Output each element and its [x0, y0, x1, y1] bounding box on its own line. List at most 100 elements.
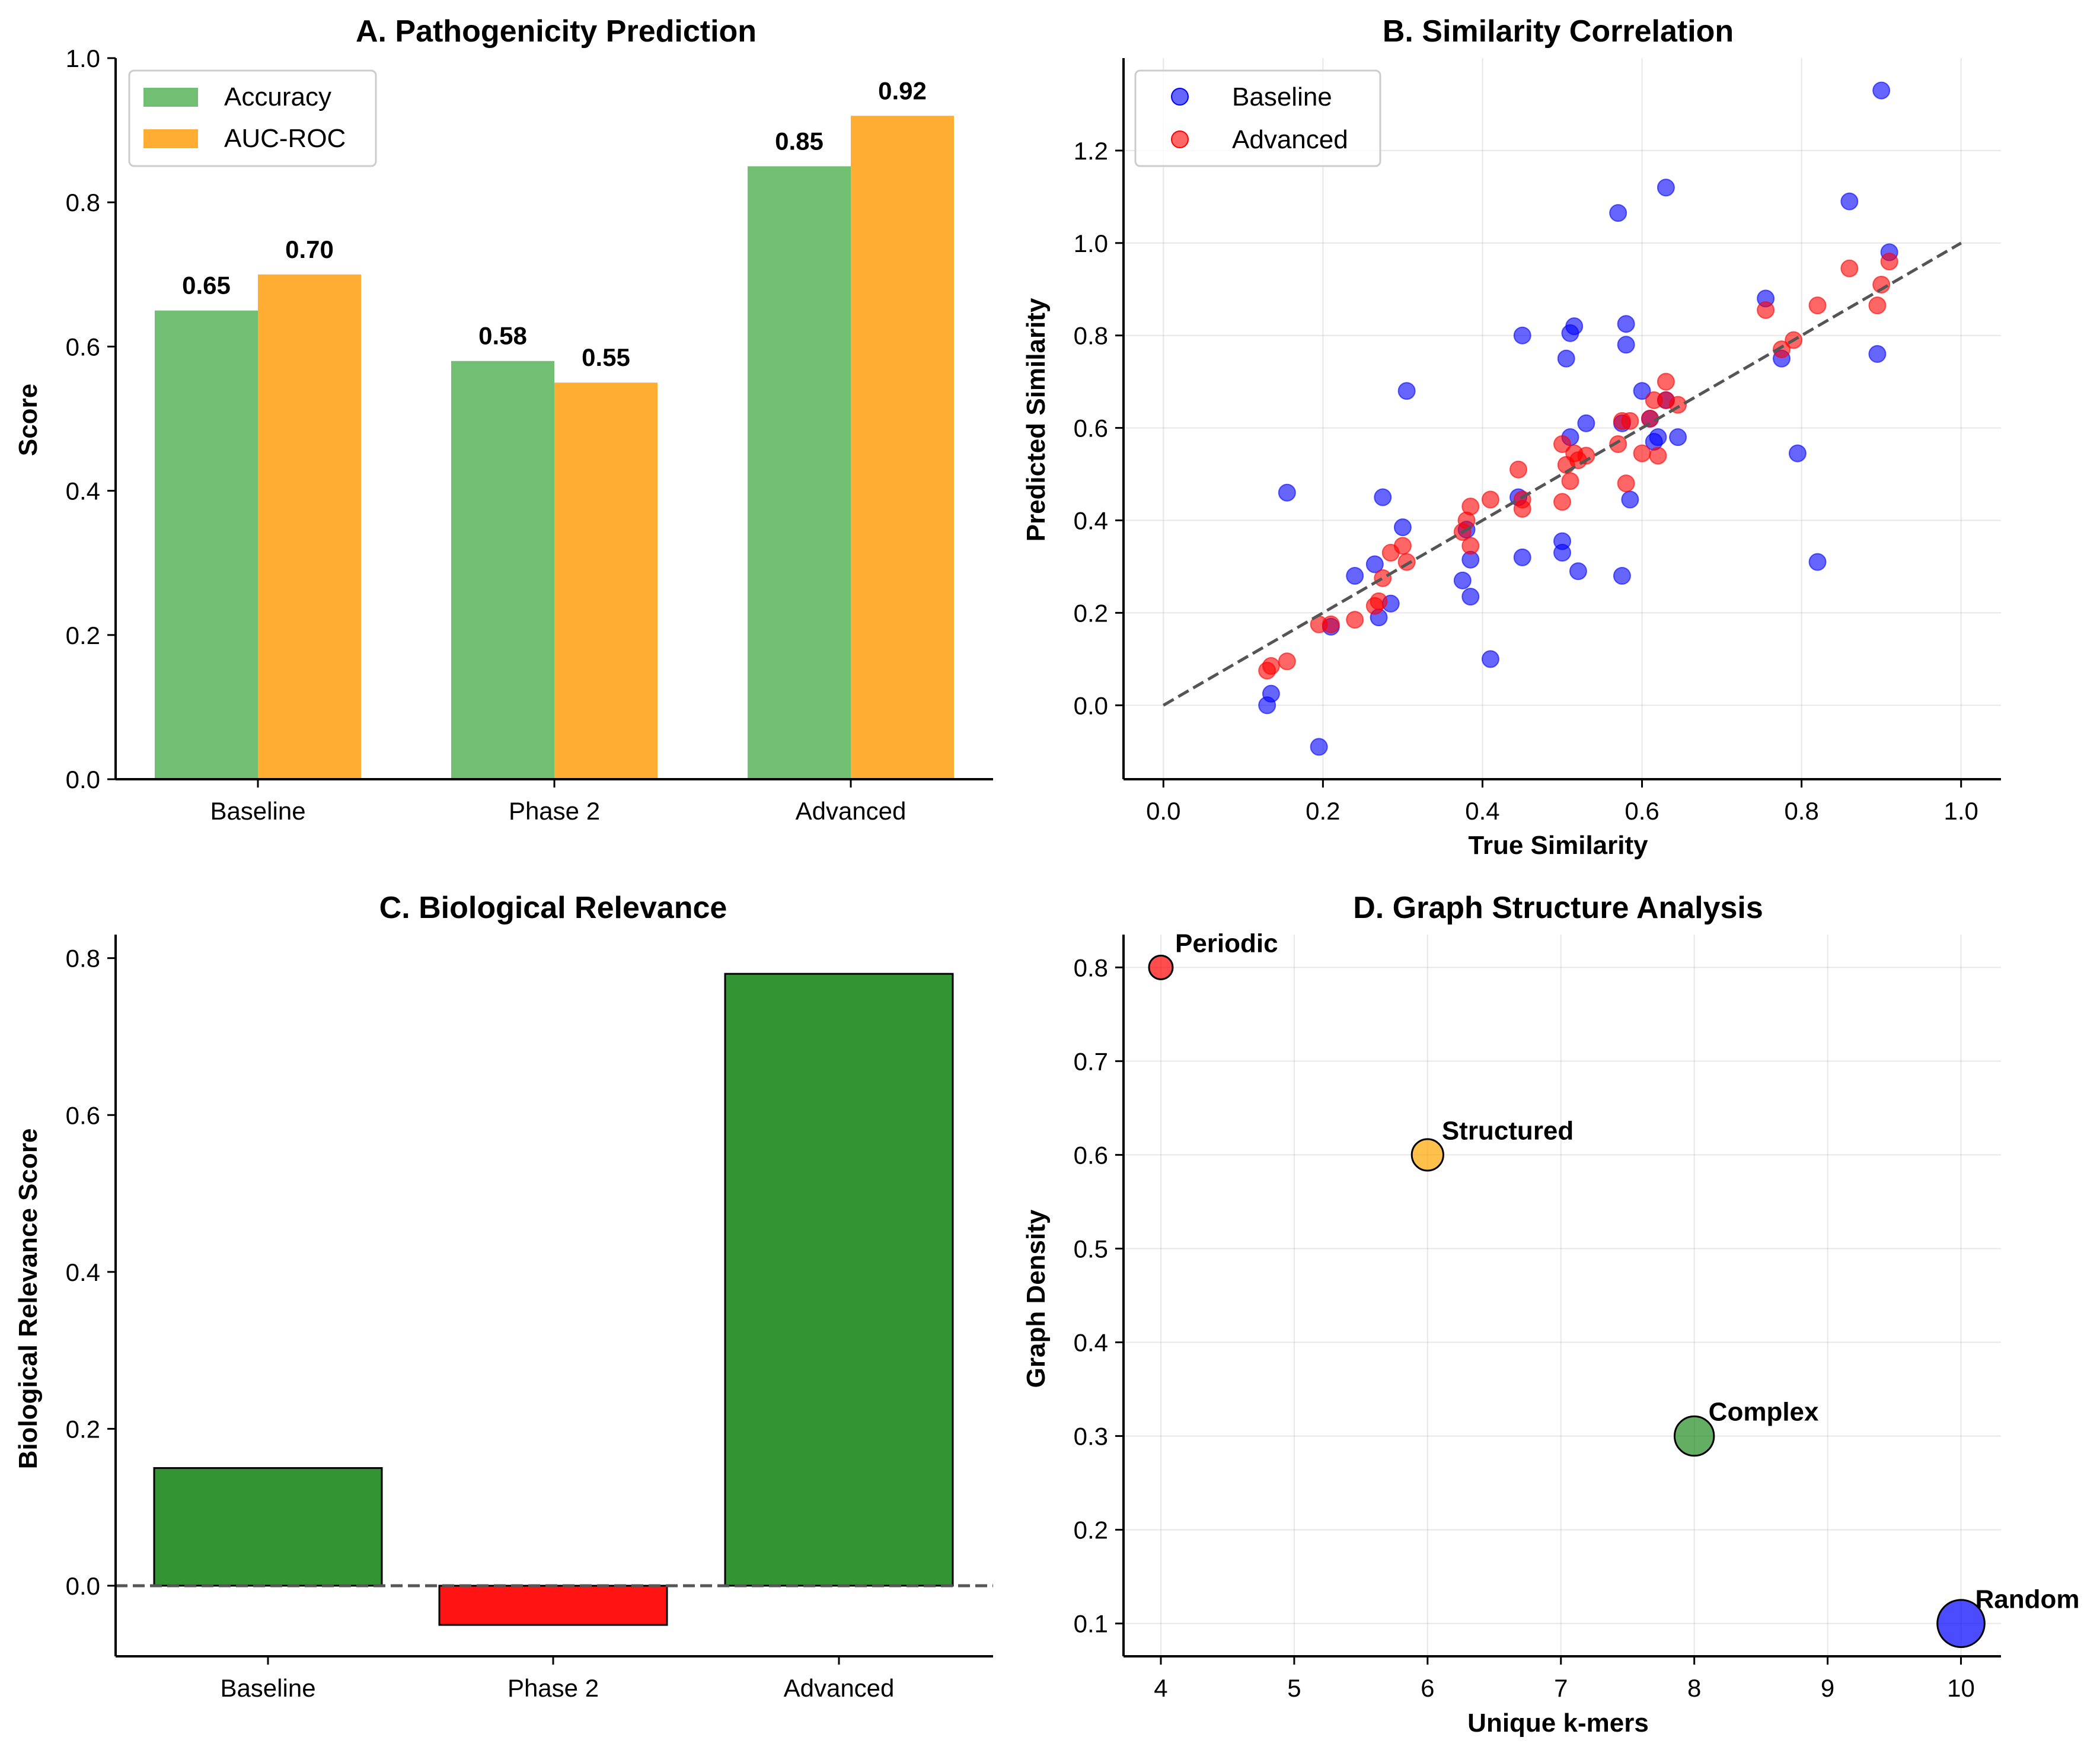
point-baseline [1513, 548, 1531, 566]
point-advanced [1757, 301, 1775, 319]
bar-accuracy-baseline [155, 310, 258, 779]
y-tick-label: 0.2 [66, 621, 100, 649]
legend-label-baseline: Baseline [1232, 82, 1332, 111]
y-tick-label: 0.4 [1074, 1329, 1108, 1357]
x-tick-label: Advanced [796, 797, 907, 825]
point-baseline [1633, 382, 1651, 400]
point-advanced [1346, 611, 1364, 629]
bar-value-label: 0.70 [285, 235, 334, 263]
x-tick-label: 6 [1421, 1674, 1434, 1702]
panel-b-axes: 0.0 0.2 0.4 0.6 0.8 1.0 1.2 0.0 0.2 0.4 0.6 0.8 1.0 [1074, 58, 2001, 825]
bar-value-label: 0.58 [478, 322, 527, 350]
point-advanced [1773, 340, 1791, 359]
panel-c-axes: 0.0 0.2 0.4 0.6 0.8 Baseline Phase 2 Advanced [66, 935, 993, 1702]
y-tick-label: 0.0 [66, 1572, 100, 1600]
panel-d-grid [1124, 935, 2001, 1656]
point-baseline [1365, 555, 1384, 573]
panel-b-grid [1124, 58, 2001, 779]
point-baseline [1557, 349, 1575, 368]
point-advanced [1509, 460, 1527, 479]
x-tick-label: 0.6 [1625, 797, 1659, 825]
point-baseline [1346, 567, 1364, 585]
panel-c-title: C. Biological Relevance [379, 891, 727, 925]
panel-b-title: B. Similarity Correlation [1383, 14, 1734, 49]
panel-b-ylabel: Predicted Similarity [1022, 298, 1051, 541]
point-advanced [1461, 537, 1480, 555]
point-advanced [1633, 444, 1651, 463]
point-baseline [1657, 178, 1675, 197]
point-advanced [1262, 657, 1280, 675]
x-tick-label: Advanced [784, 1674, 895, 1702]
point-advanced [1649, 447, 1667, 465]
legend-marker-advanced [1171, 130, 1189, 148]
panel-a-ylabel: Score [14, 384, 43, 456]
bar-value-label: 0.55 [582, 343, 630, 371]
x-tick-label: 4 [1154, 1674, 1167, 1702]
y-tick-label: 1.0 [66, 44, 100, 72]
y-tick-label: 0.3 [1074, 1423, 1108, 1451]
point-advanced [1577, 447, 1595, 465]
point-baseline [1669, 428, 1687, 447]
panel-d-points: Periodic Structured Complex Random [1148, 929, 2080, 1648]
point-advanced [1872, 275, 1891, 294]
x-tick-label: Baseline [210, 797, 305, 825]
panel-b-points [1163, 81, 1962, 756]
bar-accuracy-phase-2 [451, 361, 554, 779]
point-baseline [1649, 428, 1667, 447]
bar-value-label: 0.65 [182, 272, 231, 299]
y-tick-label: 0.6 [1074, 415, 1108, 442]
legend-marker-baseline [1171, 88, 1189, 106]
point-advanced [1657, 372, 1675, 391]
x-tick-label: Baseline [220, 1674, 315, 1702]
point-periodic [1148, 954, 1174, 980]
panel-d-xlabel: Unique k-mers [1467, 1708, 1649, 1738]
bar-accuracy-advanced [748, 166, 851, 779]
y-tick-label: 0.2 [1074, 599, 1108, 627]
x-tick-label: 0.0 [1146, 797, 1180, 825]
bar-value-label: 0.85 [775, 127, 824, 155]
point-baseline [1374, 488, 1392, 506]
y-tick-label: 0.0 [66, 766, 100, 793]
y-tick-label: 0.6 [66, 1101, 100, 1129]
point-advanced [1374, 569, 1392, 587]
point-baseline [1481, 650, 1499, 668]
y-tick-label: 1.2 [1074, 137, 1108, 165]
x-tick-label: 9 [1821, 1674, 1834, 1702]
panel-c-ylabel: Biological Relevance Score [14, 1129, 43, 1470]
x-tick-label: 10 [1947, 1674, 1975, 1702]
y-tick-label: 0.5 [1074, 1235, 1108, 1263]
bar-auc-roc-phase-2 [554, 382, 658, 779]
y-tick-label: 0.8 [1074, 322, 1108, 350]
legend-label-advanced: Advanced [1232, 125, 1348, 154]
point-baseline [1569, 562, 1587, 581]
point-advanced [1278, 652, 1296, 671]
point-baseline [1310, 738, 1328, 756]
y-tick-label: 0.8 [66, 945, 100, 973]
point-advanced [1461, 498, 1480, 516]
panel-a-legend: Accuracy AUC-ROC [128, 69, 377, 167]
panel-b-xlabel: True Similarity [1468, 831, 1648, 860]
bar-phase-2 [438, 1585, 668, 1626]
bar-advanced [724, 973, 954, 1587]
y-tick-label: 0.2 [1074, 1516, 1108, 1544]
panel-c: C. Biological Relevance Biological Relev… [14, 891, 993, 1702]
point-baseline [1613, 567, 1631, 585]
bar-auc-roc-baseline [258, 274, 361, 779]
point-baseline [1617, 315, 1635, 333]
point-label: Random [1975, 1585, 2080, 1614]
legend-label-accuracy: Accuracy [224, 82, 331, 111]
point-baseline [1553, 544, 1571, 562]
x-tick-label: 7 [1554, 1674, 1568, 1702]
point-baseline [1461, 588, 1480, 606]
point-advanced [1393, 537, 1412, 555]
y-tick-label: 0.6 [66, 333, 100, 361]
point-advanced [1322, 615, 1340, 633]
y-tick-label: 0.0 [1074, 691, 1108, 719]
point-baseline [1788, 444, 1807, 463]
point-advanced [1609, 435, 1627, 453]
point-advanced [1808, 297, 1827, 315]
bar-baseline [153, 1467, 383, 1587]
x-tick-label: 0.4 [1465, 797, 1499, 825]
point-baseline [1397, 382, 1416, 400]
